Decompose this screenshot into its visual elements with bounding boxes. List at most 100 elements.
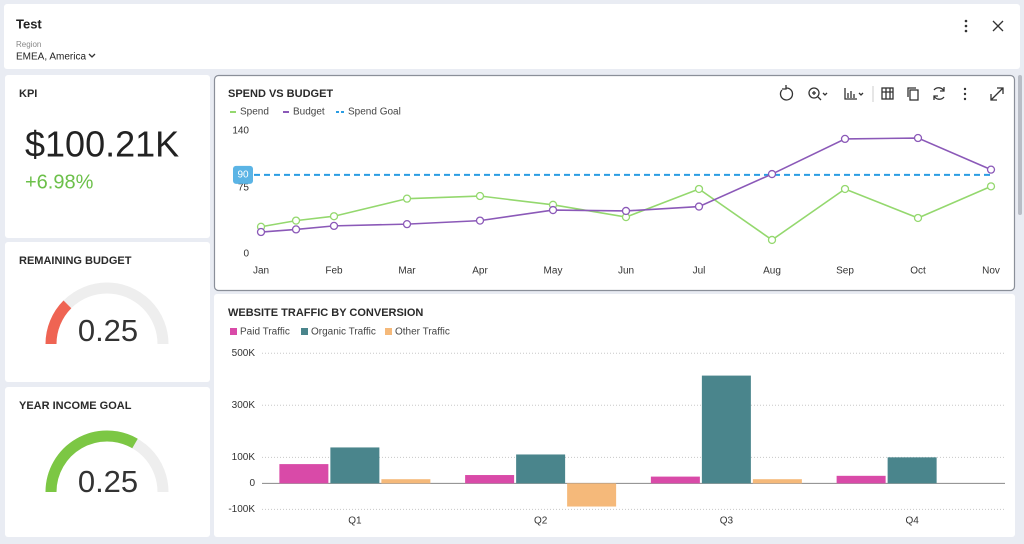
refresh-button[interactable]	[933, 87, 945, 100]
y-tick-label: 300K	[232, 400, 256, 411]
goal-label: 90	[237, 170, 249, 181]
data-point	[986, 182, 996, 191]
data-point	[694, 184, 704, 194]
data-point	[913, 213, 923, 223]
gauge-card	[5, 242, 210, 382]
page-title: Test	[16, 16, 42, 31]
legend-label: Budget	[293, 107, 325, 118]
data-point	[548, 205, 558, 215]
legend-label: Spend	[240, 107, 269, 118]
legend-label: Organic Traffic	[311, 327, 376, 338]
y-tick-label: 75	[238, 183, 250, 194]
y-tick-label: 100K	[232, 452, 256, 463]
bar	[752, 479, 802, 484]
legend-label: Paid Traffic	[240, 327, 290, 338]
chart-title: SPEND VS BUDGET	[228, 88, 333, 100]
bar	[381, 479, 431, 484]
x-tick-label: Nov	[982, 266, 1000, 277]
y-tick-label: 0	[243, 249, 249, 260]
data-point	[256, 227, 266, 237]
x-tick-label: May	[544, 266, 563, 277]
data-point	[475, 191, 485, 201]
data-point	[767, 235, 777, 245]
x-tick-label: Jan	[253, 266, 269, 277]
x-tick-label: Jul	[693, 266, 706, 277]
toolbar	[779, 85, 1004, 102]
bar	[650, 476, 700, 484]
filter-value[interactable]: EMEA, America	[16, 52, 86, 63]
chart-menu[interactable]	[963, 87, 967, 101]
bar	[836, 475, 886, 484]
y-tick-label: 0	[249, 478, 255, 489]
gauge-value: 0.25	[78, 313, 138, 348]
x-tick-label: Mar	[398, 266, 416, 277]
x-tick-label: Feb	[325, 266, 343, 277]
x-tick-label: Q1	[348, 516, 362, 527]
undo-button[interactable]	[779, 85, 794, 101]
y-tick-label: 140	[232, 126, 249, 137]
grid-view-button[interactable]	[881, 87, 894, 100]
kpi-title: KPI	[19, 88, 37, 100]
x-tick-label: Aug	[763, 266, 781, 277]
bar	[567, 483, 617, 507]
x-tick-label: Q4	[905, 516, 919, 527]
x-tick-label: Q2	[534, 516, 548, 527]
legend-label: Spend Goal	[348, 107, 401, 118]
bar	[516, 454, 566, 484]
maximize-button[interactable]	[990, 87, 1004, 101]
data-point	[475, 216, 485, 225]
legend-label: Other Traffic	[395, 327, 450, 338]
data-point	[291, 225, 301, 234]
copy-button[interactable]	[907, 87, 919, 101]
chart-type-button[interactable]	[844, 88, 864, 100]
data-point	[621, 206, 631, 216]
legend-swatch	[230, 328, 237, 335]
more-menu[interactable]	[964, 19, 968, 33]
x-tick-label: Oct	[910, 266, 926, 277]
bar	[701, 375, 751, 484]
x-tick-label: Apr	[472, 266, 488, 277]
series-line	[260, 137, 992, 233]
data-point	[767, 169, 777, 179]
bar	[279, 464, 329, 484]
kpi-value: $100.21K	[25, 124, 179, 165]
header-card	[4, 4, 1020, 69]
gauge-title: REMAINING BUDGET	[19, 255, 132, 267]
gauge-card	[5, 387, 210, 537]
data-point	[402, 194, 412, 203]
gauge-value: 0.25	[78, 464, 138, 499]
filter-label: Region	[16, 40, 41, 49]
x-tick-label: Sep	[836, 266, 854, 277]
data-point	[840, 134, 850, 144]
zoom-button[interactable]	[808, 87, 828, 101]
scrollbar[interactable]	[1018, 75, 1022, 215]
legend-swatch	[385, 328, 392, 335]
gauge-fill	[45, 430, 138, 493]
close-button[interactable]	[992, 20, 1004, 32]
bar	[330, 447, 380, 484]
goal-label-box	[233, 165, 253, 184]
gauge-fill	[45, 300, 72, 345]
data-point	[840, 184, 850, 194]
x-tick-label: Jun	[618, 266, 634, 277]
line-chart-card[interactable]	[213, 74, 1016, 292]
kpi-card	[5, 75, 210, 238]
gauge-title: YEAR INCOME GOAL	[19, 400, 132, 412]
bar	[887, 457, 937, 484]
y-tick-label: -100K	[228, 504, 255, 515]
chart-title: WEBSITE TRAFFIC BY CONVERSION	[228, 307, 423, 319]
data-point	[329, 212, 339, 221]
bar-chart-card[interactable]	[214, 294, 1015, 537]
kpi-change: +6.98%	[25, 171, 94, 193]
y-tick-label: 500K	[232, 348, 256, 359]
data-point	[694, 202, 704, 211]
data-point	[329, 221, 339, 231]
dropdown-chevron[interactable]	[88, 53, 96, 58]
data-point	[986, 165, 996, 174]
data-point	[402, 219, 412, 229]
bar	[465, 475, 515, 484]
data-point	[291, 216, 301, 225]
x-tick-label: Q3	[720, 516, 734, 527]
data-point	[913, 133, 923, 143]
